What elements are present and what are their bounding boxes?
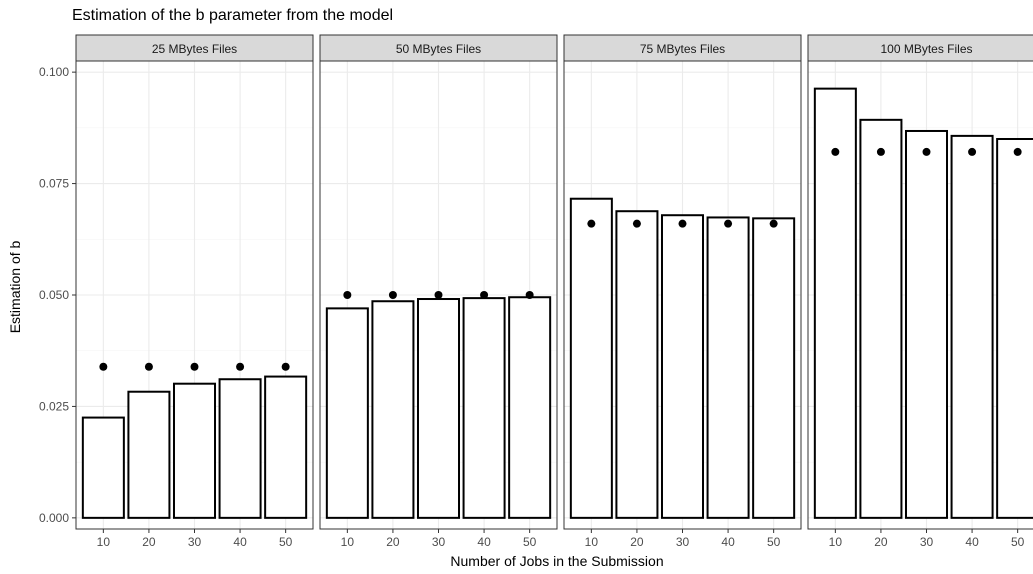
data-point — [434, 291, 443, 299]
bar — [127, 390, 171, 519]
data-point — [724, 219, 733, 228]
bar — [416, 298, 461, 519]
bar — [615, 210, 659, 519]
data-point — [587, 219, 596, 228]
bar — [218, 378, 262, 519]
x-tick-label: 40 — [477, 535, 491, 549]
facet-panel: 75 MBytes Files 10 20 30 40 50 — [563, 34, 802, 549]
x-tick-label: 40 — [233, 535, 247, 549]
x-tick-label: 10 — [97, 535, 111, 549]
facet-strip — [563, 34, 802, 62]
bar — [752, 217, 796, 519]
x-tick-label: 30 — [676, 535, 690, 549]
x-axis-label: Number of Jobs in the Submission — [450, 553, 663, 569]
bar — [325, 307, 369, 519]
y-tick-label: 0.025 — [39, 399, 69, 413]
facet-strip-label: 75 MBytes Files — [640, 42, 725, 56]
x-tick-label: 30 — [188, 535, 202, 549]
data-point — [99, 362, 108, 371]
x-tick-label: 20 — [630, 535, 644, 549]
y-tick-label: 0.050 — [39, 288, 69, 302]
facet-strip-label: 50 MBytes Files — [396, 42, 481, 56]
bar — [706, 216, 750, 519]
bar — [859, 118, 903, 519]
facet-panel: 100 MBytes Files 10 20 30 40 50 — [807, 34, 1033, 549]
y-tick-label: 0.075 — [39, 177, 69, 191]
bar — [950, 134, 994, 519]
x-tick-label: 10 — [829, 535, 843, 549]
facet-panel: 25 MBytes Files 10 20 30 40 50 — [75, 34, 314, 549]
facet-strip-label: 100 MBytes Files — [880, 42, 972, 56]
x-tick-label: 50 — [767, 535, 781, 549]
x-tick-label: 30 — [432, 535, 446, 549]
x-tick-label: 40 — [721, 535, 735, 549]
bar — [813, 87, 857, 519]
x-tick-label: 40 — [965, 535, 979, 549]
data-point — [831, 147, 840, 156]
data-point — [769, 219, 778, 228]
x-tick-label: 20 — [386, 535, 400, 549]
x-tick-label: 20 — [142, 535, 156, 549]
x-tick-label: 10 — [585, 535, 599, 549]
bar — [371, 300, 415, 519]
y-axis: 0.000 0.025 0.050 0.075 0.100 — [39, 65, 76, 525]
bar — [264, 375, 308, 519]
bar — [81, 416, 125, 519]
facet-strip — [75, 34, 314, 62]
facet-strip — [319, 34, 558, 62]
x-tick-label: 30 — [920, 535, 934, 549]
y-axis-label: Estimation of b — [7, 240, 23, 333]
bar — [508, 296, 552, 519]
x-tick-label: 50 — [523, 535, 537, 549]
chart-title: Estimation of the b parameter from the m… — [72, 7, 393, 24]
bar — [904, 129, 949, 519]
facet-strip-label: 25 MBytes Files — [152, 42, 237, 56]
facet-panel: 50 MBytes Files 10 20 30 40 50 — [319, 34, 558, 549]
data-point — [190, 362, 199, 371]
x-tick-label: 20 — [874, 535, 888, 549]
bar — [172, 382, 217, 519]
data-point — [388, 291, 397, 299]
x-tick-label: 10 — [341, 535, 355, 549]
data-point — [922, 147, 931, 156]
data-point — [281, 362, 290, 371]
data-point — [343, 291, 352, 299]
data-point — [525, 291, 534, 299]
bar — [462, 297, 506, 519]
data-point — [632, 219, 641, 228]
data-point — [1013, 147, 1022, 156]
data-point — [236, 362, 245, 371]
y-tick-label: 0.100 — [39, 65, 69, 79]
bar — [660, 214, 705, 519]
bar — [996, 138, 1033, 519]
x-tick-label: 50 — [1011, 535, 1025, 549]
y-tick-label: 0.000 — [39, 511, 69, 525]
data-point — [876, 147, 885, 156]
x-tick-label: 50 — [279, 535, 293, 549]
data-point — [480, 291, 489, 299]
data-point — [968, 147, 977, 156]
data-point — [678, 219, 687, 228]
data-point — [144, 362, 153, 371]
facet-strip — [807, 34, 1033, 62]
bar — [569, 197, 613, 519]
